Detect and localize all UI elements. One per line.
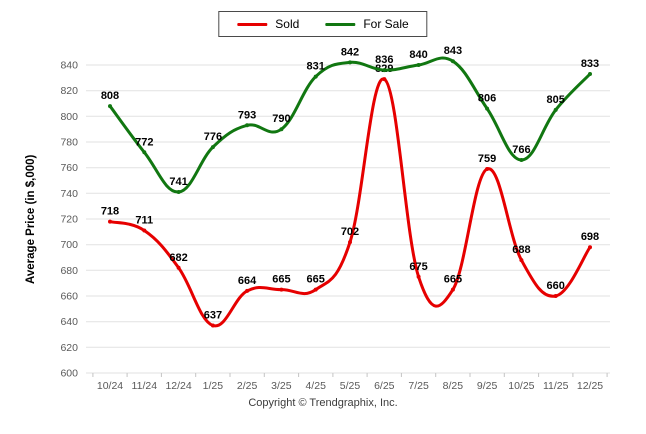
svg-text:836: 836 (375, 54, 393, 66)
svg-text:3/25: 3/25 (271, 380, 292, 392)
sold-line-swatch-icon (237, 22, 268, 26)
svg-text:833: 833 (581, 58, 599, 70)
svg-text:12/24: 12/24 (165, 380, 191, 392)
svg-text:1/25: 1/25 (203, 380, 224, 392)
svg-text:702: 702 (341, 226, 359, 238)
svg-text:808: 808 (101, 90, 119, 102)
svg-text:780: 780 (60, 137, 78, 149)
svg-text:660: 660 (60, 291, 78, 303)
svg-text:831: 831 (307, 61, 325, 73)
svg-text:790: 790 (272, 113, 290, 125)
svg-text:660: 660 (547, 280, 565, 292)
legend-item-for-sale: For Sale (325, 17, 409, 31)
svg-text:664: 664 (238, 275, 257, 287)
svg-text:759: 759 (478, 153, 496, 165)
svg-text:4/25: 4/25 (305, 380, 326, 392)
svg-text:741: 741 (169, 176, 187, 188)
svg-text:772: 772 (135, 136, 153, 148)
svg-text:720: 720 (60, 214, 78, 226)
svg-text:665: 665 (444, 274, 462, 286)
svg-text:820: 820 (60, 85, 78, 97)
svg-text:637: 637 (204, 310, 222, 322)
svg-text:675: 675 (409, 261, 427, 273)
svg-text:840: 840 (409, 49, 427, 61)
svg-text:700: 700 (60, 239, 78, 251)
legend-label-for-sale: For Sale (363, 17, 409, 31)
svg-text:9/25: 9/25 (477, 380, 498, 392)
chart-legend: Sold For Sale (218, 11, 428, 37)
svg-text:11/25: 11/25 (543, 380, 569, 392)
svg-text:766: 766 (512, 144, 530, 156)
copyright-text: Copyright © Trendgraphix, Inc. (248, 397, 398, 409)
svg-text:740: 740 (60, 188, 78, 200)
svg-text:640: 640 (60, 316, 78, 328)
svg-text:776: 776 (204, 131, 222, 143)
svg-text:793: 793 (238, 109, 256, 121)
svg-text:688: 688 (512, 244, 530, 256)
svg-text:6/25: 6/25 (374, 380, 395, 392)
svg-text:665: 665 (307, 274, 325, 286)
svg-text:805: 805 (547, 94, 565, 106)
svg-text:806: 806 (478, 93, 496, 105)
svg-text:8/25: 8/25 (443, 380, 464, 392)
svg-text:682: 682 (169, 252, 187, 264)
svg-text:800: 800 (60, 111, 78, 123)
svg-text:600: 600 (60, 368, 78, 380)
svg-text:2/25: 2/25 (237, 380, 258, 392)
svg-text:760: 760 (60, 162, 78, 174)
svg-text:698: 698 (581, 231, 599, 243)
svg-text:665: 665 (272, 274, 290, 286)
svg-text:10/24: 10/24 (97, 380, 123, 392)
svg-text:843: 843 (444, 45, 462, 57)
legend-item-sold: Sold (237, 17, 299, 31)
svg-text:711: 711 (135, 215, 153, 227)
svg-text:5/25: 5/25 (340, 380, 361, 392)
legend-label-sold: Sold (275, 17, 300, 31)
svg-text:840: 840 (60, 60, 78, 72)
svg-text:10/25: 10/25 (508, 380, 534, 392)
for-sale-line-swatch-icon (325, 22, 356, 26)
svg-text:842: 842 (341, 46, 359, 58)
svg-text:7/25: 7/25 (408, 380, 429, 392)
svg-text:680: 680 (60, 265, 78, 277)
svg-text:620: 620 (60, 342, 78, 354)
svg-text:12/25: 12/25 (577, 380, 603, 392)
svg-text:11/24: 11/24 (132, 380, 158, 392)
svg-text:718: 718 (101, 206, 119, 218)
